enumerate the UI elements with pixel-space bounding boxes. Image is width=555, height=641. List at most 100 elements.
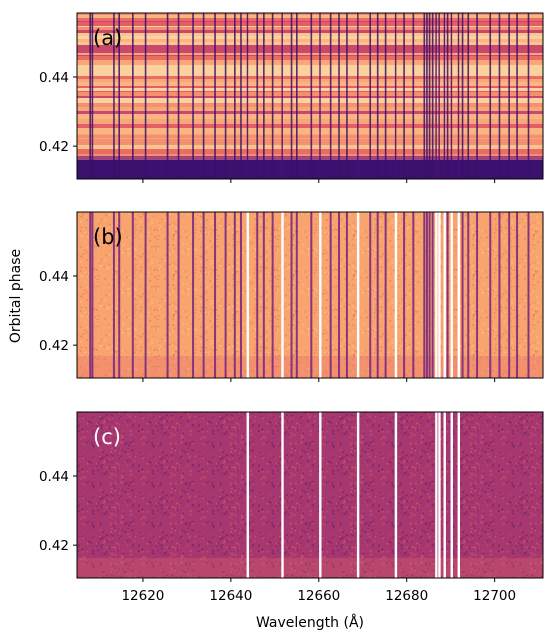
absorption-line — [310, 13, 313, 179]
masked-column — [443, 412, 446, 578]
absorption-line — [214, 13, 216, 179]
residual-line — [461, 212, 464, 378]
heatmap-row — [77, 60, 543, 65]
absorption-line — [91, 13, 94, 179]
absorption-line — [394, 13, 397, 179]
heatmap-row — [77, 86, 543, 88]
residual-line — [423, 212, 426, 378]
absorption-line — [357, 13, 359, 179]
absorption-line — [476, 13, 478, 179]
panel-b: 0.42 0.44 (b) — [39, 211, 544, 382]
heatmap-row — [77, 138, 543, 139]
panel-image — [77, 212, 543, 378]
absorption-line — [412, 13, 415, 179]
residual-line — [403, 212, 406, 378]
absorption-line — [508, 13, 510, 179]
residual-line — [91, 212, 94, 378]
residual-line — [271, 212, 274, 378]
masked-column — [450, 212, 453, 378]
absorption-line — [467, 13, 470, 179]
absorption-line — [431, 13, 434, 179]
heatmap-row — [77, 27, 543, 30]
absorption-line — [435, 13, 437, 179]
residual-line — [233, 212, 236, 378]
heatmap-row — [77, 13, 543, 15]
y-tick-label: 0.42 — [39, 338, 69, 354]
absorption-line — [113, 13, 115, 179]
heatmap-row — [77, 15, 543, 18]
masked-column — [457, 212, 460, 378]
heatmap-row — [77, 30, 543, 33]
residual-line — [290, 212, 293, 378]
panel-image — [77, 412, 543, 578]
residual-line — [428, 212, 431, 378]
absorption-line — [438, 13, 440, 179]
absorption-line — [428, 13, 431, 179]
heatmap-row — [77, 79, 543, 82]
absorption-line — [516, 13, 518, 179]
x-tick-label: 12680 — [385, 588, 428, 604]
residual-line — [239, 212, 242, 378]
residual-line — [508, 212, 511, 378]
absorption-line — [498, 13, 501, 179]
heatmap-noise — [77, 412, 543, 578]
heatmap-row — [77, 36, 543, 39]
masked-column — [356, 412, 360, 578]
residual-line — [329, 212, 332, 378]
heatmap-row — [77, 71, 543, 76]
absorption-line — [256, 13, 259, 179]
heatmap-row — [77, 53, 543, 55]
residual-line — [376, 212, 379, 378]
absorption-line — [224, 13, 227, 179]
heatmap-row — [77, 65, 543, 67]
panel-c: 0.42 0.44 12620 12640 12660 12680 12700 (c) — [39, 411, 544, 604]
x-tick-label: 12700 — [473, 588, 516, 604]
absorption-line — [234, 13, 236, 179]
heatmap-row — [77, 21, 543, 22]
residual-line — [446, 212, 449, 378]
heatmap-row — [77, 134, 543, 135]
residual-line — [89, 212, 92, 378]
masked-column — [281, 412, 284, 578]
heatmap-row — [77, 103, 543, 107]
heatmap-row — [77, 42, 543, 45]
residual-line — [489, 212, 492, 378]
absorption-line — [403, 13, 405, 179]
x-tick-label: 12640 — [209, 588, 252, 604]
heatmap-row — [77, 111, 543, 114]
residual-line — [310, 212, 313, 378]
absorption-line — [489, 13, 492, 179]
panel-label: (b) — [93, 225, 123, 249]
absorption-line — [423, 13, 426, 179]
masked-column — [435, 212, 438, 378]
heatmap-row — [77, 22, 543, 25]
absorption-line — [144, 13, 147, 179]
absorption-line — [89, 13, 91, 179]
absorption-line — [338, 13, 340, 179]
y-tick-label: 0.44 — [39, 469, 69, 485]
residual-line — [476, 212, 479, 378]
residual-line — [412, 212, 415, 378]
absorption-line — [202, 13, 205, 179]
y-tick-label: 0.42 — [39, 139, 69, 155]
heatmap-row — [77, 76, 543, 79]
absorption-line — [527, 13, 530, 179]
absorption-line — [446, 13, 449, 179]
masked-column — [281, 212, 284, 378]
absorption-line — [290, 13, 293, 179]
heatmap-row — [77, 145, 543, 149]
masked-column — [319, 212, 322, 378]
heatmap-row — [77, 39, 543, 42]
masked-column — [435, 412, 438, 578]
residual-line — [295, 212, 298, 378]
residual-line — [118, 212, 121, 378]
residual-line — [384, 212, 387, 378]
absorption-line — [443, 13, 446, 179]
panel-label: (c) — [93, 425, 121, 449]
heatmap-row — [77, 119, 543, 124]
masked-column — [394, 412, 398, 578]
y-tick-label: 0.44 — [39, 269, 69, 285]
masked-column — [246, 412, 249, 578]
heatmap-row — [77, 33, 543, 36]
residual-line — [262, 212, 265, 378]
